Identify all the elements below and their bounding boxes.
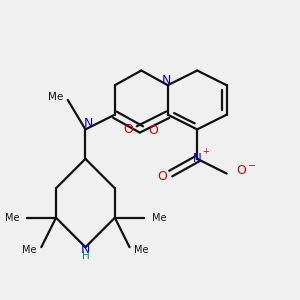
Text: O: O xyxy=(157,170,167,183)
Text: O: O xyxy=(123,123,133,136)
Text: Me: Me xyxy=(152,213,166,223)
Text: −: − xyxy=(248,161,256,171)
Text: N: N xyxy=(84,117,93,130)
Text: N: N xyxy=(81,243,90,256)
Text: O: O xyxy=(148,124,158,137)
Text: +: + xyxy=(202,147,209,156)
Text: N: N xyxy=(162,74,171,87)
Text: O: O xyxy=(236,164,246,177)
Text: N: N xyxy=(193,152,202,165)
Text: H: H xyxy=(82,251,89,261)
Text: Me: Me xyxy=(4,213,19,223)
Text: Me: Me xyxy=(48,92,64,102)
Text: Me: Me xyxy=(134,245,148,255)
Text: Me: Me xyxy=(22,245,37,255)
